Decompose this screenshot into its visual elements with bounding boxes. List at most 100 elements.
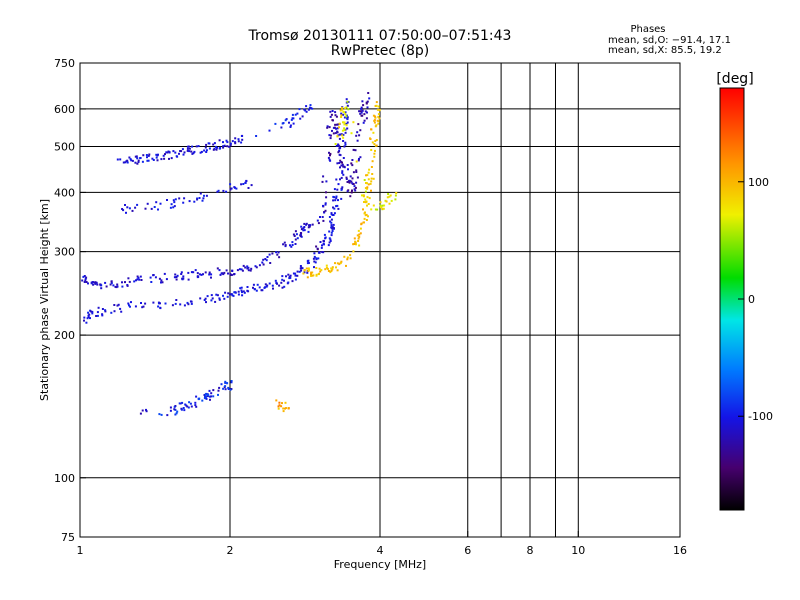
echo-point bbox=[188, 147, 191, 150]
echo-point bbox=[336, 162, 339, 165]
echo-point bbox=[128, 304, 130, 307]
echo-point bbox=[172, 206, 175, 209]
echo-point bbox=[374, 116, 377, 119]
echo-point bbox=[289, 124, 292, 127]
echo-point bbox=[363, 201, 365, 203]
echo-point bbox=[162, 154, 165, 157]
echo-point bbox=[343, 111, 346, 114]
echo-point bbox=[287, 407, 290, 410]
echo-point bbox=[141, 409, 144, 412]
echo-point bbox=[331, 129, 333, 132]
echo-point bbox=[358, 235, 361, 238]
echo-point bbox=[339, 166, 341, 169]
echo-point bbox=[291, 280, 294, 283]
echo-point bbox=[249, 269, 252, 272]
echo-point bbox=[192, 152, 195, 155]
echo-point bbox=[353, 237, 356, 240]
echo-point bbox=[344, 111, 347, 114]
echo-point bbox=[326, 125, 329, 128]
echo-point bbox=[330, 212, 333, 215]
echo-point bbox=[174, 273, 177, 276]
echo-point bbox=[230, 381, 233, 384]
echo-point bbox=[325, 191, 327, 194]
echo-point bbox=[283, 279, 285, 282]
echo-point bbox=[359, 156, 362, 159]
echo-point bbox=[262, 258, 265, 261]
echo-point bbox=[352, 171, 355, 174]
stats-o-line: mean, sd,O: −91.4, 17.1 bbox=[608, 35, 731, 46]
y-tick-label-400: 400 bbox=[54, 186, 75, 199]
echo-point bbox=[130, 159, 133, 162]
echo-point bbox=[352, 148, 355, 151]
echo-point bbox=[364, 190, 367, 193]
echo-point bbox=[344, 143, 347, 146]
echo-point bbox=[217, 393, 219, 396]
echo-point bbox=[375, 144, 378, 147]
y-tick-label-600: 600 bbox=[54, 103, 75, 116]
echo-point bbox=[388, 202, 391, 205]
echo-point bbox=[336, 188, 339, 191]
echo-point bbox=[85, 281, 88, 283]
echo-point bbox=[137, 276, 140, 279]
echo-point bbox=[156, 154, 159, 157]
echo-point bbox=[213, 142, 216, 145]
echo-point bbox=[214, 300, 217, 303]
echo-point bbox=[246, 267, 249, 270]
echo-point bbox=[284, 119, 287, 122]
echo-point bbox=[344, 113, 347, 116]
echo-point bbox=[94, 282, 97, 285]
echo-point bbox=[186, 405, 189, 408]
echo-point bbox=[334, 111, 337, 114]
echo-point bbox=[94, 281, 97, 284]
echo-point bbox=[256, 283, 259, 286]
echo-point bbox=[306, 271, 309, 274]
echo-point bbox=[87, 282, 89, 285]
echo-point bbox=[244, 266, 247, 269]
echo-point bbox=[306, 260, 309, 263]
echo-point bbox=[147, 159, 150, 162]
echo-point bbox=[324, 203, 327, 206]
echo-point bbox=[323, 233, 326, 236]
echo-point bbox=[366, 111, 368, 114]
echo-point bbox=[363, 179, 366, 181]
echo-point bbox=[203, 397, 206, 400]
echo-point bbox=[366, 106, 369, 109]
echo-point bbox=[374, 125, 377, 128]
echo-point bbox=[340, 176, 343, 179]
echo-point bbox=[164, 302, 167, 305]
x-tick-label-10: 10 bbox=[571, 544, 585, 557]
echo-point bbox=[264, 258, 267, 260]
echo-point bbox=[166, 414, 169, 417]
echo-point bbox=[341, 161, 343, 164]
echo-point bbox=[84, 277, 87, 280]
echo-point bbox=[342, 140, 345, 142]
echo-point bbox=[315, 267, 318, 269]
echo-point bbox=[330, 267, 333, 270]
echo-point bbox=[253, 288, 256, 291]
echo-point bbox=[333, 212, 336, 215]
echo-point bbox=[83, 316, 86, 319]
echo-point bbox=[91, 312, 94, 315]
echo-point bbox=[167, 150, 170, 153]
echo-point bbox=[328, 216, 331, 218]
echo-point bbox=[175, 412, 178, 415]
echo-point bbox=[184, 403, 187, 406]
echo-point bbox=[196, 272, 199, 275]
echo-point bbox=[330, 225, 333, 228]
echo-point bbox=[376, 119, 379, 122]
echo-point bbox=[230, 380, 233, 382]
echo-point bbox=[140, 279, 143, 281]
echo-point bbox=[361, 194, 363, 197]
echo-point bbox=[204, 146, 207, 149]
echo-point bbox=[196, 276, 199, 279]
echo-point bbox=[226, 145, 229, 148]
echo-point bbox=[134, 305, 137, 308]
echo-point bbox=[337, 207, 340, 210]
echo-point bbox=[85, 276, 88, 279]
echo-point bbox=[282, 243, 285, 246]
echo-point bbox=[199, 297, 202, 300]
echo-point bbox=[306, 276, 309, 279]
echo-point bbox=[282, 407, 285, 410]
x-tick-label-16: 16 bbox=[673, 544, 687, 557]
echo-point bbox=[197, 145, 200, 148]
